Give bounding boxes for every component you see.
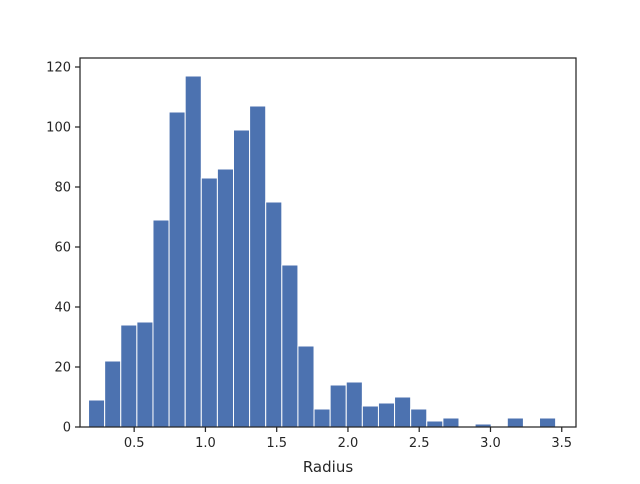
histogram-bar <box>136 321 154 428</box>
histogram-bar <box>168 111 186 428</box>
histogram-bar <box>361 405 379 428</box>
histogram-bar <box>152 219 170 428</box>
histogram-bar <box>442 417 460 428</box>
histogram-bar <box>184 75 202 428</box>
x-tick-label: 1.0 <box>195 436 216 451</box>
histogram-bar <box>394 396 412 428</box>
y-axis-ticks: 0 20 40 60 80 100 120 <box>46 61 80 436</box>
histogram-bar <box>345 381 363 428</box>
y-tick-label: 80 <box>54 181 71 196</box>
histogram-bar <box>265 201 283 428</box>
histogram-bar <box>104 360 122 428</box>
x-axis-ticks: 0.5 1.0 1.5 2.0 2.5 3.0 3.5 <box>124 427 572 451</box>
x-tick-label: 2.0 <box>338 436 359 451</box>
bars-group <box>88 75 557 428</box>
x-tick-label: 0.5 <box>124 436 145 451</box>
histogram-bar <box>233 129 251 428</box>
histogram-bar <box>329 384 347 428</box>
histogram-bar <box>297 345 315 428</box>
histogram-bar <box>216 168 235 428</box>
y-tick-label: 100 <box>46 121 71 136</box>
histogram-bar <box>539 417 557 428</box>
histogram-bar <box>249 105 267 428</box>
y-tick-label: 120 <box>46 61 71 76</box>
histogram-bar <box>426 420 444 428</box>
x-axis-label: Radius <box>303 458 353 476</box>
y-tick-label: 40 <box>54 301 71 316</box>
histogram-bar <box>120 324 138 428</box>
histogram-bar <box>88 399 106 428</box>
y-tick-label: 20 <box>54 361 71 376</box>
x-tick-label: 3.5 <box>551 436 572 451</box>
y-tick-label: 0 <box>63 421 71 436</box>
y-tick-label: 60 <box>54 241 71 256</box>
x-tick-label: 2.5 <box>409 436 430 451</box>
x-tick-label: 1.5 <box>266 436 287 451</box>
histogram-bar <box>281 264 299 428</box>
histogram-bar <box>313 408 331 428</box>
plot-frame <box>79 57 577 428</box>
x-tick-label: 3.0 <box>480 436 501 451</box>
histogram-bar <box>506 417 524 428</box>
histogram-bar <box>377 402 396 428</box>
histogram-bar <box>200 177 218 428</box>
histogram-bar <box>410 408 428 428</box>
